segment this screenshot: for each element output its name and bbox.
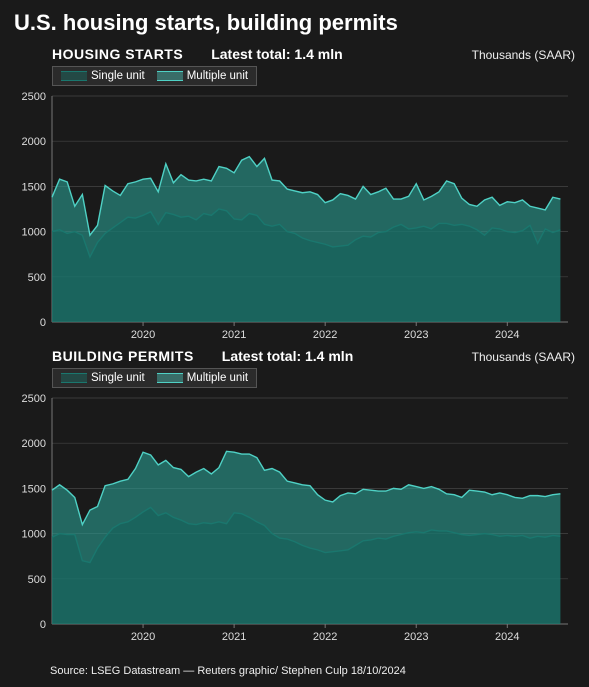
svg-text:2020: 2020 xyxy=(131,329,155,341)
svg-text:2023: 2023 xyxy=(404,329,428,341)
legend-item-multiple: Multiple unit xyxy=(157,70,248,82)
chart-area: 0 500 1000 1500 2000 2500 2020 2021 2022 2023 2024 xyxy=(14,392,575,646)
svg-text:2022: 2022 xyxy=(313,329,337,341)
panel-name: BUILDING PERMITS xyxy=(52,348,194,364)
latest-total-label: Latest total: 1.4 mln xyxy=(211,46,342,62)
svg-text:2000: 2000 xyxy=(22,438,46,450)
page-title: U.S. housing starts, building permits xyxy=(0,0,589,42)
svg-text:2020: 2020 xyxy=(131,631,155,643)
legend: Single unit Multiple unit xyxy=(52,66,257,86)
legend-item-single: Single unit xyxy=(61,372,145,384)
svg-text:2022: 2022 xyxy=(313,631,337,643)
latest-total-label: Latest total: 1.4 mln xyxy=(222,348,353,364)
svg-text:2500: 2500 xyxy=(22,91,46,103)
legend: Single unit Multiple unit xyxy=(52,368,257,388)
svg-text:1000: 1000 xyxy=(22,227,46,239)
svg-text:1500: 1500 xyxy=(22,483,46,495)
svg-text:500: 500 xyxy=(28,574,46,586)
swatch-icon xyxy=(61,71,87,81)
chart-area: 0 500 1000 1500 2000 2500 2020 2021 2022 2023 2024 xyxy=(14,90,575,344)
svg-text:2021: 2021 xyxy=(222,631,246,643)
legend-label: Multiple unit xyxy=(187,70,248,82)
legend-label: Single unit xyxy=(91,70,145,82)
svg-text:500: 500 xyxy=(28,272,46,284)
svg-text:0: 0 xyxy=(40,317,46,329)
svg-text:2024: 2024 xyxy=(495,631,519,643)
swatch-icon xyxy=(157,71,183,81)
legend-item-single: Single unit xyxy=(61,70,145,82)
panel-building-permits: BUILDING PERMITS Latest total: 1.4 mln T… xyxy=(0,344,589,646)
panel-housing-starts: HOUSING STARTS Latest total: 1.4 mln Tho… xyxy=(0,42,589,344)
svg-text:0: 0 xyxy=(40,619,46,631)
svg-text:1500: 1500 xyxy=(22,181,46,193)
swatch-icon xyxy=(157,373,183,383)
svg-text:2500: 2500 xyxy=(22,393,46,405)
svg-text:1000: 1000 xyxy=(22,529,46,541)
panel-header: BUILDING PERMITS Latest total: 1.4 mln T… xyxy=(14,348,575,364)
panel-name: HOUSING STARTS xyxy=(52,46,183,62)
svg-text:2024: 2024 xyxy=(495,329,519,341)
legend-item-multiple: Multiple unit xyxy=(157,372,248,384)
svg-text:2021: 2021 xyxy=(222,329,246,341)
unit-label: Thousands (SAAR) xyxy=(472,350,575,364)
svg-text:2023: 2023 xyxy=(404,631,428,643)
svg-text:2000: 2000 xyxy=(22,136,46,148)
legend-label: Multiple unit xyxy=(187,372,248,384)
legend-label: Single unit xyxy=(91,372,145,384)
source-line: Source: LSEG Datastream — Reuters graphi… xyxy=(50,665,406,677)
unit-label: Thousands (SAAR) xyxy=(472,48,575,62)
panel-header: HOUSING STARTS Latest total: 1.4 mln Tho… xyxy=(14,46,575,62)
swatch-icon xyxy=(61,373,87,383)
